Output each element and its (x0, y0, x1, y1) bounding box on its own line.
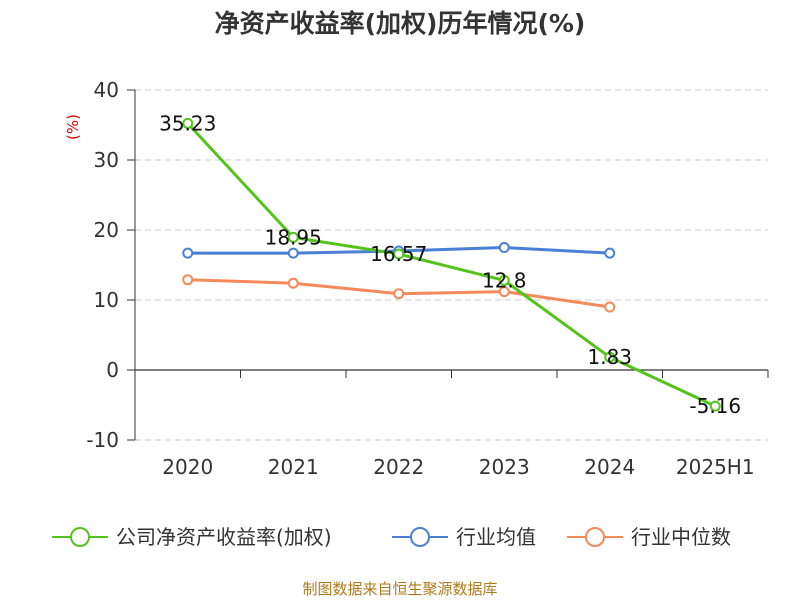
data-point[interactable] (604, 247, 616, 259)
data-point[interactable] (604, 351, 616, 363)
data-label: 18.95 (265, 225, 322, 249)
axes: 40 30 20 10 0 -10 2020 2021 2022 2023 2024 2025H1 (86, 78, 769, 479)
x-tick-label: 2025H1 (676, 455, 755, 479)
y-tick-label: -10 (86, 428, 119, 452)
data-point[interactable] (182, 117, 194, 129)
x-tick-label: 2024 (584, 455, 635, 479)
legend-marker (585, 527, 605, 547)
gridlines (135, 89, 768, 441)
y-tick-label: 10 (94, 288, 119, 312)
y-tick-label: 30 (94, 148, 119, 172)
legend-label: 行业中位数 (631, 525, 731, 549)
legend-item[interactable]: 行业中位数 (567, 525, 731, 549)
data-point[interactable] (498, 274, 510, 286)
legend-label: 公司净资产收益率(加权) (116, 525, 332, 549)
legend[interactable]: 公司净资产收益率(加权) 行业均值 行业中位数 (52, 525, 731, 549)
data-point[interactable] (498, 286, 510, 298)
data-point[interactable] (393, 248, 405, 260)
y-axis-unit: (%) (64, 114, 82, 140)
data-label: -5.16 (689, 394, 741, 418)
x-tick-label: 2020 (162, 455, 213, 479)
data-label: 1.83 (587, 345, 632, 369)
legend-label: 行业均值 (456, 525, 536, 549)
data-point[interactable] (287, 277, 299, 289)
data-label: 35.23 (159, 111, 216, 135)
legend-item[interactable]: 行业均值 (392, 525, 536, 549)
y-tick-label: 40 (94, 78, 119, 102)
legend-marker (410, 527, 430, 547)
data-label: 16.57 (370, 242, 427, 266)
y-tick-label: 0 (106, 358, 119, 382)
series-layer (182, 117, 721, 412)
data-point[interactable] (182, 274, 194, 286)
data-label: 12.8 (482, 268, 527, 292)
chart-title: 净资产收益率(加权)历年情况(%) (215, 9, 586, 38)
y-tick-label: 20 (94, 218, 119, 242)
data-point[interactable] (709, 400, 721, 412)
source-note: 制图数据来自恒生聚源数据库 (302, 580, 497, 598)
legend-item[interactable]: 公司净资产收益率(加权) (52, 525, 332, 549)
series-line (186, 122, 716, 408)
data-point[interactable] (182, 247, 194, 259)
x-tick-label: 2022 (373, 455, 424, 479)
data-point[interactable] (287, 247, 299, 259)
data-point[interactable] (393, 288, 405, 300)
x-tick-label: 2021 (268, 455, 319, 479)
legend-marker (70, 527, 90, 547)
data-point[interactable] (604, 301, 616, 313)
x-tick-label: 2023 (479, 455, 530, 479)
data-labels: 35.23 18.95 16.57 12.8 1.83 -5.16 (159, 111, 741, 418)
data-point[interactable] (287, 231, 299, 243)
data-point[interactable] (498, 242, 510, 253)
